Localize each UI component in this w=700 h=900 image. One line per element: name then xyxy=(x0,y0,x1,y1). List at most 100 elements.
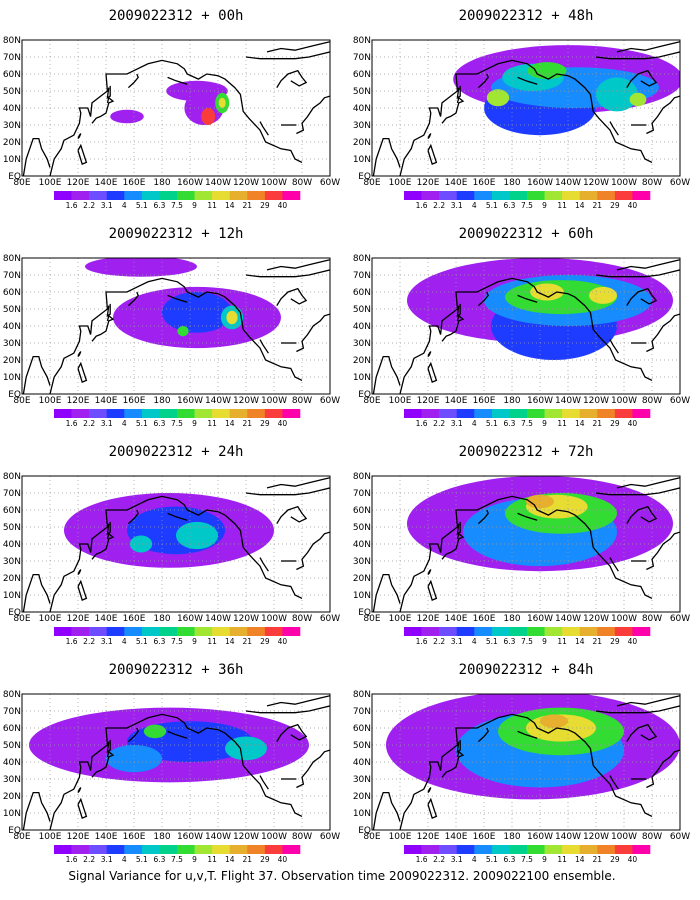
coastline xyxy=(296,749,330,789)
coastline xyxy=(259,339,269,354)
lat-tick-label: 60N xyxy=(3,724,21,734)
colorbar-label: 11 xyxy=(557,855,567,864)
colorbar-swatch xyxy=(439,191,458,200)
lon-tick-label: 100W xyxy=(261,178,287,188)
colorbar-label: 40 xyxy=(628,637,638,646)
colorbar-swatch xyxy=(421,191,440,200)
colorbar-label: 9 xyxy=(192,419,197,428)
colorbar-swatch xyxy=(562,409,581,418)
colorbar-label: 1.6 xyxy=(66,637,78,646)
colorbar-label: 6.3 xyxy=(153,201,165,210)
lon-tick-label: 100W xyxy=(611,614,637,624)
coastline xyxy=(259,121,269,136)
colorbar-label: 4 xyxy=(122,637,127,646)
lat-tick-label: 10N xyxy=(353,373,371,383)
colorbar-label: 2.2 xyxy=(83,419,95,428)
lat-tick-label: 20N xyxy=(353,574,371,584)
coastline xyxy=(441,750,465,778)
lat-tick-label: EQ xyxy=(8,390,21,400)
lon-tick-label: 60W xyxy=(670,614,690,624)
colorbar-label: 21 xyxy=(243,855,253,864)
lon-tick-label: 60W xyxy=(320,396,340,406)
coastline xyxy=(91,314,115,342)
coastline xyxy=(646,749,680,789)
colorbar-swatch xyxy=(177,191,195,200)
lon-tick-label: 160E xyxy=(473,178,496,188)
colorbar-label: 2.2 xyxy=(433,419,445,428)
grid-lines xyxy=(372,258,680,394)
lon-tick-label: 160W xyxy=(177,614,203,624)
colorbar-swatch xyxy=(141,627,160,636)
colorbar-label: 40 xyxy=(278,855,288,864)
coastline xyxy=(517,730,538,739)
lat-tick-label: 20N xyxy=(353,356,371,366)
lon-tick-label: 100E xyxy=(389,396,412,406)
colorbar-label: 29 xyxy=(260,201,270,210)
colorbar-label: 11 xyxy=(207,419,217,428)
coastline xyxy=(609,775,619,790)
coastline xyxy=(266,695,330,707)
colorbar-swatch xyxy=(212,627,231,636)
lat-tick-label: EQ xyxy=(358,608,371,618)
coastline xyxy=(77,797,88,819)
lat-tick-label: 50N xyxy=(3,305,21,315)
coastline xyxy=(626,287,658,306)
coastline xyxy=(646,531,680,571)
colorbar-label: 21 xyxy=(593,419,603,428)
map-frame xyxy=(371,39,681,177)
lon-tick-label: 140E xyxy=(95,178,118,188)
colorbar-label: 40 xyxy=(628,855,638,864)
colorbar-label: 9 xyxy=(542,201,547,210)
lon-tick-label: 160E xyxy=(473,614,496,624)
lat-tick-label: 30N xyxy=(3,121,21,131)
variance-contour xyxy=(596,77,638,112)
lon-tick-label: 80E xyxy=(13,614,30,624)
colorbar-label: 9 xyxy=(192,855,197,864)
coastline xyxy=(276,287,308,306)
colorbar-swatch xyxy=(491,845,510,854)
variance-contour xyxy=(218,97,226,108)
panel-title: 2009022312 + 24h xyxy=(109,444,244,460)
grid-lines xyxy=(22,258,330,394)
coastlines xyxy=(22,259,330,394)
panel-title: 2009022312 + 12h xyxy=(109,226,244,242)
coastline xyxy=(616,695,680,707)
colorbar-swatch xyxy=(159,191,178,200)
colorbar-swatch xyxy=(597,627,616,636)
colorbar-label: 7.5 xyxy=(171,419,183,428)
coastline xyxy=(616,41,680,53)
colorbar-swatch xyxy=(439,627,458,636)
lon-tick-label: 80E xyxy=(13,178,30,188)
colorbar-swatch xyxy=(527,845,545,854)
map-frame xyxy=(371,475,681,613)
coastline xyxy=(106,739,111,754)
colorbar-swatch xyxy=(159,845,178,854)
colorbar-label: 1.6 xyxy=(416,855,428,864)
coastline xyxy=(259,557,269,572)
coastline xyxy=(77,787,82,794)
colorbar-swatch xyxy=(579,191,598,200)
map-panel: 2009022312 + 48h 80E 100E 120E 140E 160E 180 16… xyxy=(353,8,690,210)
colorbar-label: 3.1 xyxy=(451,637,463,646)
lon-tick-label: 160W xyxy=(527,614,553,624)
lon-tick-label: 120W xyxy=(233,832,259,842)
colorbar-label: 14 xyxy=(575,201,585,210)
coastline xyxy=(427,787,432,794)
colorbar-swatch xyxy=(474,409,493,418)
lat-tick-label: 10N xyxy=(3,155,21,165)
lon-tick-label: 120W xyxy=(233,178,259,188)
lon-tick-label: 140E xyxy=(445,396,468,406)
colorbar-label: 6.3 xyxy=(503,637,515,646)
grid-lines xyxy=(22,694,330,830)
coastline xyxy=(399,59,653,176)
colorbar-label: 5.1 xyxy=(486,419,498,428)
coastline xyxy=(245,705,330,714)
colorbar-swatch xyxy=(264,191,283,200)
variance-contour xyxy=(85,258,197,277)
colorbar-swatch xyxy=(544,845,563,854)
colorbar-label: 4 xyxy=(122,419,127,428)
lon-tick-label: 100W xyxy=(611,832,637,842)
colorbar-swatch xyxy=(456,409,475,418)
lon-tick-label: 160W xyxy=(527,832,553,842)
